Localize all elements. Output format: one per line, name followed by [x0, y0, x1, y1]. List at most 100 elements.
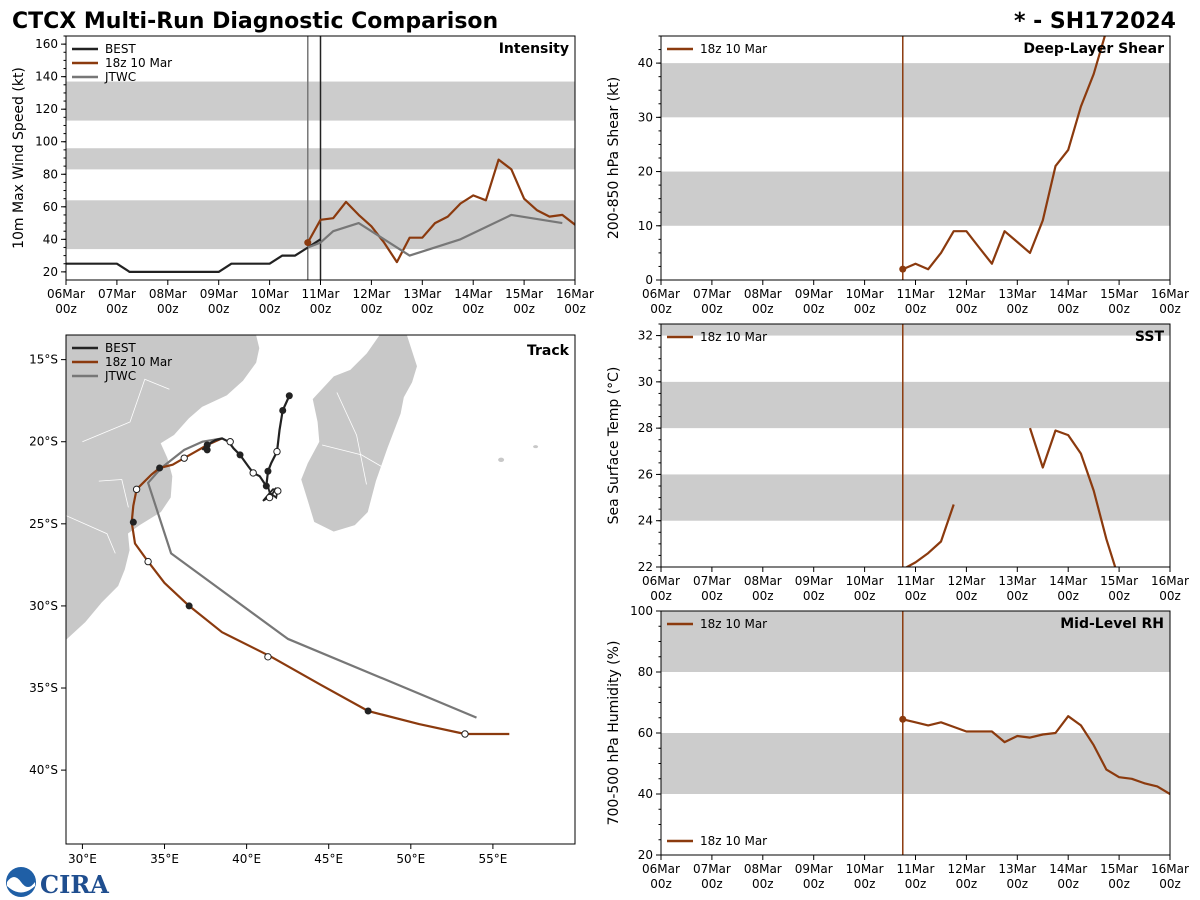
rh-xtick-sublabel: 00z — [1159, 877, 1181, 891]
shear-xtick-label: 16Mar — [1151, 287, 1189, 301]
sst-xtick-sublabel: 00z — [1057, 589, 1079, 603]
shear-xtick-sublabel: 00z — [854, 302, 876, 316]
track-run-marker-open — [144, 557, 152, 566]
sst-xtick-sublabel: 00z — [701, 589, 723, 603]
shear-xtick-sublabel: 00z — [1007, 302, 1029, 316]
sst-ytick-label: 32 — [638, 329, 653, 343]
shear-xtick-sublabel: 00z — [803, 302, 825, 316]
track-run-marker-open — [461, 730, 469, 738]
sst-xtick-label: 14Mar — [1049, 574, 1087, 588]
sst-xtick-label: 08Mar — [744, 574, 782, 588]
sst-ytick-label: 26 — [638, 467, 653, 481]
rh-xtick-sublabel: 00z — [752, 877, 774, 891]
sst-xtick-label: 06Mar — [642, 574, 680, 588]
rh-xtick-sublabel: 00z — [701, 877, 723, 891]
intensity-xtick-label: 10Mar — [251, 287, 289, 301]
shear-title: Deep-Layer Shear — [1023, 41, 1164, 57]
track-best-marker-filled — [203, 446, 211, 454]
track-best-marker-open — [273, 447, 281, 456]
intensity-ytick-label: 160 — [35, 37, 58, 51]
rh-ylabel: 700-500 hPa Humidity (%) — [606, 641, 622, 826]
rh-series-group — [902, 715, 1170, 795]
sst-ytick-label: 24 — [638, 514, 653, 528]
track-best-marker-open — [249, 469, 257, 477]
border-line-1 — [82, 378, 170, 443]
track-ytick-label: 30°S — [29, 599, 58, 613]
intensity-ytick-label: 120 — [35, 102, 58, 116]
track-ytick-label: 15°S — [29, 353, 58, 367]
rh-xtick-sublabel: 00z — [1007, 877, 1029, 891]
noaa-logo-wave — [7, 877, 35, 893]
sst-xtick-label: 07Mar — [693, 574, 731, 588]
sst-series-group — [904, 427, 1117, 567]
shear-xtick-sublabel: 00z — [1108, 302, 1130, 316]
track-best-marker-open — [265, 493, 274, 502]
shear-ylabel: 200-850 hPa Shear (kt) — [606, 77, 622, 239]
rh-xtick-label: 16Mar — [1151, 862, 1189, 876]
rh-xtick-label: 07Mar — [693, 862, 731, 876]
track-xtick-label: 50°E — [396, 852, 425, 866]
track-run-marker-open — [132, 485, 141, 494]
sst-xtick-sublabel: 00z — [752, 589, 774, 603]
shear-xtick-label: 10Mar — [846, 287, 884, 301]
track-best-marker-filled — [264, 467, 272, 475]
rh-xtick-label: 14Mar — [1049, 862, 1087, 876]
sst-series-18z-10-mar-seg2 — [1028, 427, 1117, 567]
shear-ytick-label: 10 — [638, 219, 653, 233]
rh-band-0 — [661, 733, 1170, 794]
sst-band-1 — [661, 381, 1170, 429]
rh-xtick-label: 11Mar — [897, 862, 935, 876]
shear-series-group — [902, 36, 1106, 271]
shear-xtick-label: 07Mar — [693, 287, 731, 301]
shear-xtick-label: 11Mar — [897, 287, 935, 301]
figure-title: CTCX Multi-Run Diagnostic Comparison — [12, 9, 498, 34]
mauritius-island — [533, 445, 539, 449]
cira-logo: CIRA — [6, 867, 109, 899]
shear-xtick-label: 14Mar — [1049, 287, 1087, 301]
track-ytick-label: 25°S — [29, 517, 58, 531]
border-line-4 — [322, 444, 382, 467]
track-series-group — [129, 392, 510, 738]
rh-legend-label: 18z 10 Mar — [700, 617, 767, 631]
sst-xtick-sublabel: 00z — [1007, 589, 1029, 603]
rh-series-18z-10-mar — [902, 715, 1170, 795]
sst-xtick-label: 11Mar — [897, 574, 935, 588]
sst-ytick-label: 22 — [638, 560, 653, 574]
shear-xtick-sublabel: 00z — [956, 302, 978, 316]
intensity-xtick-sublabel: 00z — [259, 302, 281, 316]
intensity-xtick-label: 12Mar — [352, 287, 390, 301]
border-line-2 — [66, 515, 116, 554]
shear-ytick-label: 0 — [645, 273, 653, 287]
rh-xtick-sublabel: 00z — [803, 877, 825, 891]
track-best-marker-filled — [279, 407, 287, 415]
intensity-ylabel: 10m Max Wind Speed (kt) — [11, 67, 27, 249]
sst-xtick-label: 15Mar — [1100, 574, 1138, 588]
sst-panel: 22242628303206Mar00z07Mar00z08Mar00z09Ma… — [606, 323, 1189, 603]
track-run-marker-filled — [185, 602, 193, 610]
shear-xtick-label: 06Mar — [642, 287, 680, 301]
sst-ylabel: Sea Surface Temp (°C) — [606, 367, 622, 525]
shear-xtick-sublabel: 00z — [701, 302, 723, 316]
rh-xtick-sublabel: 00z — [854, 877, 876, 891]
shear-legend-label: 18z 10 Mar — [700, 42, 767, 56]
rh-panel: 2040608010006Mar00z07Mar00z08Mar00z09Mar… — [606, 604, 1189, 891]
track-jtwc — [147, 437, 477, 719]
track-best-marker-filled — [236, 451, 244, 459]
shear-ytick-label: 20 — [638, 165, 653, 179]
track-run-marker-filled — [203, 441, 211, 449]
rh-legend-label-bottom: 18z 10 Mar — [700, 834, 767, 848]
intensity-xtick-sublabel: 00z — [462, 302, 484, 316]
africa-landmass — [66, 335, 261, 641]
rh-xtick-label: 12Mar — [947, 862, 985, 876]
rh-ytick-label: 80 — [638, 665, 653, 679]
shear-xtick-label: 12Mar — [947, 287, 985, 301]
storm-id: * - SH172024 — [1014, 9, 1176, 34]
track-xtick-label: 30°E — [68, 852, 97, 866]
rh-xtick-label: 13Mar — [998, 862, 1036, 876]
track-xtick-label: 45°E — [314, 852, 343, 866]
sst-xtick-sublabel: 00z — [650, 589, 672, 603]
intensity-xtick-sublabel: 00z — [157, 302, 179, 316]
track-ytick-label: 35°S — [29, 681, 58, 695]
track-run-marker-filled — [364, 707, 372, 715]
rh-title: Mid-Level RH — [1060, 616, 1164, 632]
